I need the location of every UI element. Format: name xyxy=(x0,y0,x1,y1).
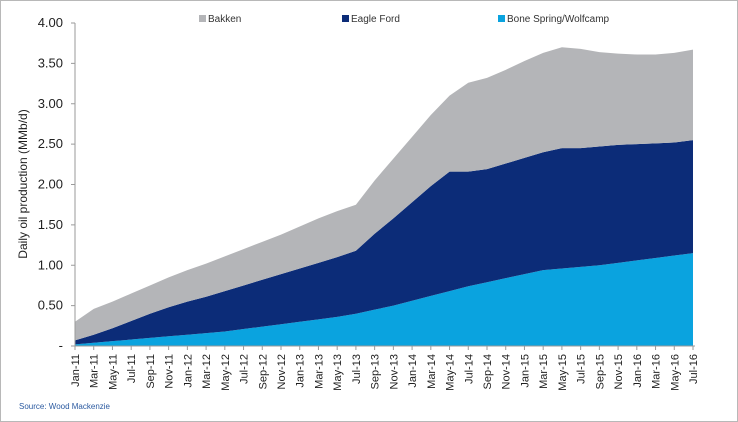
x-tick-label: Mar-16 xyxy=(651,354,663,389)
legend-swatch-eagle-ford xyxy=(342,15,349,22)
legend-label-eagle-ford: Eagle Ford xyxy=(351,14,400,25)
x-tick-label: Jan-16 xyxy=(632,354,644,388)
legend-swatch-bakken xyxy=(199,15,206,22)
x-tick-label: May-15 xyxy=(557,354,569,391)
x-tick-label: Jul-14 xyxy=(463,354,475,384)
x-tick-label: Mar-11 xyxy=(89,354,101,388)
legend-swatch-bone-spring-wolfcamp xyxy=(498,15,505,22)
x-tick-label: Sep-12 xyxy=(257,354,269,389)
x-tick-label: Mar-14 xyxy=(426,354,438,389)
x-tick-label: Nov-15 xyxy=(613,354,625,389)
x-tick-label: Nov-13 xyxy=(388,354,400,389)
x-tick-label: Nov-14 xyxy=(501,354,513,389)
source-note: Source: Wood Mackenzie xyxy=(19,402,111,411)
x-tick-label: Jul-15 xyxy=(576,354,588,384)
y-tick-label: 3.50 xyxy=(38,55,63,70)
x-tick-label: Jul-16 xyxy=(688,354,700,384)
series-areas xyxy=(75,47,693,346)
y-tick-label: 1.00 xyxy=(38,257,63,272)
x-tick-label: Mar-12 xyxy=(201,354,213,389)
y-tick-labels: 4.00 3.50 3.00 2.50 2.00 1.50 1.00 0.50 - xyxy=(38,15,63,353)
x-tick-labels: Jan-11 Mar-11 May-11 Jul-11 Sep-11 Nov-11 Jan-… xyxy=(70,354,700,391)
x-tick-label: Jan-13 xyxy=(295,354,307,388)
y-tick-label: 2.00 xyxy=(38,177,63,192)
area-bakken xyxy=(75,47,693,341)
x-tick-label: Jan-14 xyxy=(407,354,419,388)
x-tick-label: Sep-15 xyxy=(594,354,606,389)
x-tick-label: Sep-14 xyxy=(482,354,494,389)
x-tick-label: May-13 xyxy=(332,354,344,391)
x-tick-label: Jan-15 xyxy=(519,354,531,388)
area-eagle-ford xyxy=(75,140,693,345)
y-axis-label: Daily oil production (MMb/d) xyxy=(16,109,30,258)
x-tick-label: May-11 xyxy=(107,354,119,390)
y-tick-label: 0.50 xyxy=(38,298,63,313)
x-tick-label: Jul-13 xyxy=(351,354,363,384)
y-tick-label: - xyxy=(59,338,63,353)
x-tick-label: May-12 xyxy=(220,354,232,391)
x-tick-label: May-14 xyxy=(445,354,457,391)
x-tick-label: Nov-11 xyxy=(164,354,176,389)
x-tick-label: Sep-13 xyxy=(370,354,382,389)
y-tick-label: 1.50 xyxy=(38,217,63,232)
x-tick-label: Mar-13 xyxy=(313,354,325,389)
legend: Bakken Eagle Ford Bone Spring/Wolfcamp xyxy=(199,14,610,25)
x-tick-label: Jul-11 xyxy=(126,354,138,383)
legend-label-bone-spring-wolfcamp: Bone Spring/Wolfcamp xyxy=(507,14,610,25)
x-tick-label: Mar-15 xyxy=(538,354,550,389)
x-tick-label: Sep-11 xyxy=(145,354,157,389)
x-tick-label: Jul-12 xyxy=(239,354,251,384)
x-tick-label: Nov-12 xyxy=(276,354,288,389)
x-tick-label: Jan-12 xyxy=(182,354,194,388)
area-bone-spring-wolfcamp xyxy=(75,253,693,346)
axes xyxy=(71,22,695,350)
x-tick-label: May-16 xyxy=(669,354,681,391)
y-tick-label: 4.00 xyxy=(38,15,63,30)
y-tick-label: 3.00 xyxy=(38,96,63,111)
legend-label-bakken: Bakken xyxy=(208,14,241,25)
x-tick-label: Jan-11 xyxy=(70,354,82,387)
y-tick-label: 2.50 xyxy=(38,136,63,151)
